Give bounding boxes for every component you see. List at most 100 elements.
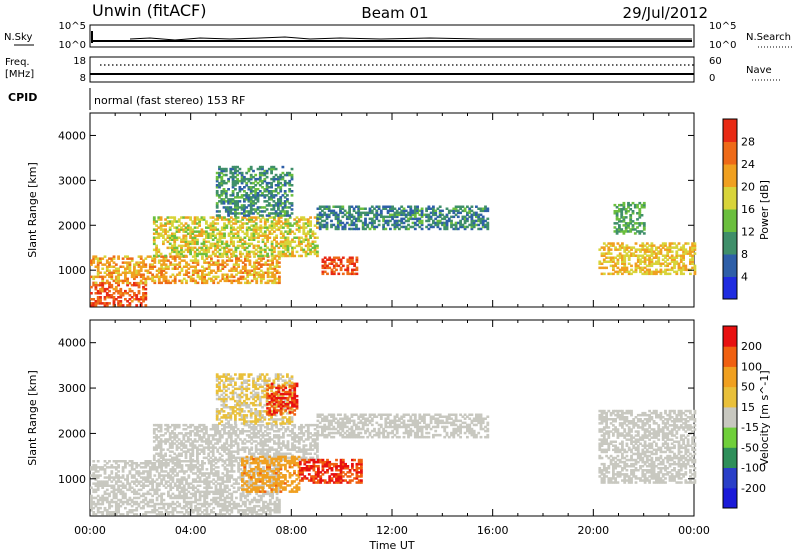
data-cell: [203, 472, 206, 475]
data-cell: [205, 267, 209, 270]
data-cell: [661, 244, 665, 247]
data-cell: [274, 214, 278, 217]
data-cell: [252, 234, 256, 237]
data-cell: [218, 216, 222, 219]
data-cell: [264, 261, 268, 264]
data-cell: [306, 240, 310, 243]
data-cell: [232, 450, 235, 453]
data-cell: [612, 258, 615, 261]
data-cell: [243, 450, 247, 453]
data-cell: [157, 442, 161, 445]
data-cell: [166, 230, 170, 233]
data-cell: [288, 216, 292, 219]
data-cell: [227, 198, 230, 201]
data-cell: [196, 273, 200, 276]
data-cell: [121, 292, 125, 295]
data-cell: [169, 261, 173, 264]
data-cell: [112, 494, 116, 498]
data-cell: [261, 436, 265, 439]
data-cell: [142, 466, 145, 469]
data-cell: [416, 219, 419, 223]
data-cell: [108, 296, 111, 299]
data-cell: [151, 275, 154, 279]
data-cell: [318, 213, 322, 217]
data-cell: [302, 240, 306, 243]
data-cell: [187, 502, 191, 506]
data-cell: [152, 456, 156, 460]
data-cell: [178, 460, 182, 463]
data-cell: [205, 257, 209, 260]
data-cell: [272, 196, 276, 199]
data-cell: [112, 490, 116, 494]
data-cell: [108, 511, 111, 514]
data-cell: [650, 252, 654, 255]
data-cell: [229, 432, 233, 435]
data-cell: [270, 190, 273, 193]
data-cell: [105, 259, 109, 262]
data-cell: [402, 221, 406, 225]
data-cell: [321, 209, 324, 213]
data-cell: [151, 482, 154, 485]
data-cell: [641, 268, 645, 272]
data-cell: [252, 226, 256, 229]
data-cell: [171, 486, 175, 489]
data-cell: [618, 246, 622, 249]
data-cell: [404, 219, 408, 223]
data-cell: [96, 480, 100, 483]
data-cell: [650, 258, 654, 261]
data-cell: [227, 179, 230, 183]
data-cell: [157, 454, 161, 457]
data-cell: [267, 190, 271, 193]
data-cell: [266, 440, 269, 443]
data-cell: [214, 498, 218, 502]
data-cell: [664, 244, 667, 247]
data-cell: [639, 248, 642, 251]
data-cell: [472, 221, 476, 225]
data-cell: [209, 216, 213, 219]
data-cell: [164, 224, 167, 227]
data-cell: [395, 211, 399, 215]
data-cell: [270, 222, 274, 225]
data-cell: [96, 460, 100, 463]
data-cell: [614, 248, 617, 251]
data-cell: [211, 244, 215, 248]
data-cell: [178, 486, 182, 489]
data-cell: [209, 226, 213, 229]
data-cell: [389, 219, 392, 223]
data-cell: [191, 232, 195, 235]
data-cell: [618, 224, 621, 227]
data-cell: [691, 250, 694, 253]
data-cell: [198, 496, 202, 500]
data-cell: [164, 452, 167, 455]
data-cell: [114, 492, 118, 496]
data-cell: [220, 202, 224, 205]
data-cell: [101, 279, 105, 283]
data-cell: [196, 470, 200, 473]
data-cell: [90, 285, 93, 289]
data-cell: [164, 511, 168, 514]
data-cell: [153, 257, 157, 260]
data-cell: [219, 263, 222, 266]
data-cell: [229, 194, 233, 197]
data-cell: [253, 506, 256, 510]
data-cell: [624, 224, 628, 227]
data-cell: [224, 210, 228, 213]
data-cell: [249, 198, 253, 201]
data-cell: [90, 259, 93, 262]
data-cell: [189, 470, 193, 473]
data-cell: [286, 171, 289, 175]
data-cell: [297, 228, 301, 231]
data-cell: [250, 224, 254, 227]
data-cell: [201, 474, 204, 477]
data-cell: [243, 242, 247, 246]
data-cell: [241, 226, 245, 229]
data-cell: [252, 236, 256, 239]
data-cell: [335, 268, 338, 272]
data-cell: [178, 504, 182, 508]
data-cell: [133, 492, 136, 496]
data-cell: [274, 177, 278, 181]
data-cell: [191, 440, 195, 443]
data-cell: [155, 490, 159, 494]
data-cell: [117, 490, 120, 494]
data-cell: [661, 254, 665, 257]
